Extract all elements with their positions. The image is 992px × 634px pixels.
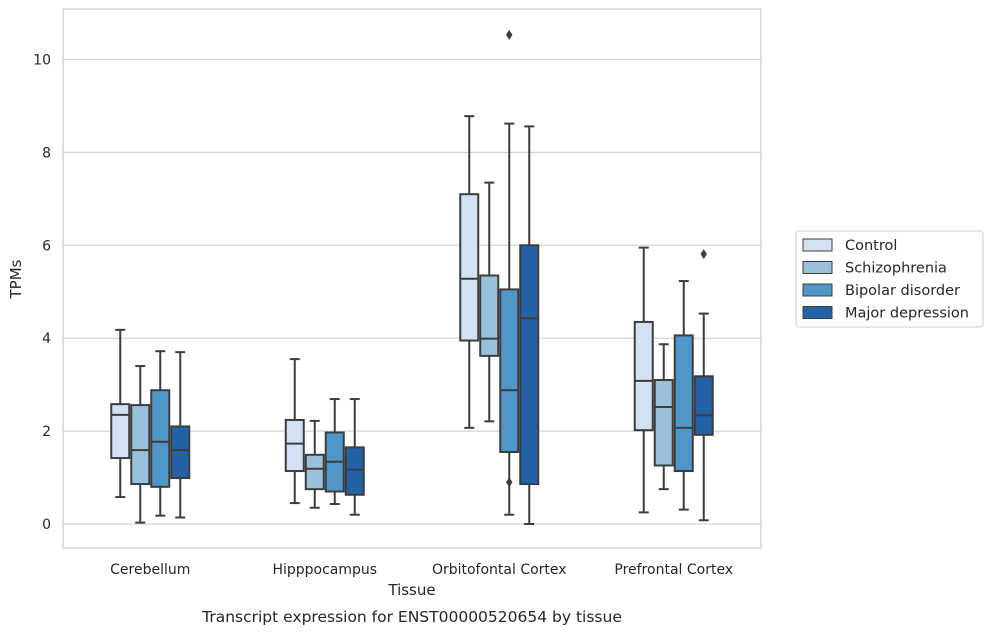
x-axis-title: Tissue (387, 581, 435, 599)
box-control (284, 358, 305, 505)
x-axis-ticks: Cerebellum Hipppocampus Orbitofontal Corte… (110, 562, 733, 578)
box-control (459, 115, 480, 429)
box-major-depression (519, 125, 540, 525)
x-tick-label: Orbitofontal Cortex (432, 562, 567, 578)
plot-frame (62, 8, 762, 549)
box-body (284, 418, 305, 473)
box-schizophrenia (130, 365, 151, 524)
box-major-depression (170, 351, 191, 519)
y-tick-label: 10 (33, 53, 51, 69)
legend-swatch (802, 306, 833, 319)
y-tick-label: 0 (42, 517, 51, 533)
box-body (519, 244, 540, 486)
y-axis-ticks: 0 2 4 6 8 10 (33, 53, 51, 534)
legend-label: Bipolar disorder (845, 283, 960, 299)
box-body (170, 425, 191, 480)
box-body (633, 320, 654, 432)
box-bipolar-disorder (150, 350, 171, 517)
box-major-depression (344, 398, 365, 516)
chart-caption: Transcript expression for ENST0000052065… (201, 608, 622, 626)
x-tick-label: Prefrontal Cortex (614, 562, 733, 578)
box-body (344, 446, 365, 496)
legend-label: Control (845, 238, 897, 254)
y-axis-title: TPMs (7, 259, 25, 299)
box-body (304, 453, 325, 491)
legend-label: Schizophrenia (845, 261, 947, 277)
legend-swatch (802, 261, 833, 274)
x-tick-label: Hipppocampus (272, 562, 377, 578)
legend-label: Major depression (845, 306, 969, 322)
box-body (479, 274, 500, 357)
box-major-depression (693, 249, 714, 522)
box-bipolar-disorder (324, 398, 345, 506)
y-tick-label: 4 (42, 331, 51, 347)
box-schizophrenia (479, 181, 500, 423)
outlier-point (506, 477, 513, 488)
y-tick-label: 2 (42, 424, 51, 440)
legend-frame (795, 230, 984, 328)
box-bipolar-disorder (673, 280, 694, 511)
legend-swatch (802, 238, 833, 252)
x-tick-label: Cerebellum (110, 562, 190, 578)
y-tick-label: 6 (42, 238, 51, 254)
box-body (653, 379, 674, 467)
box-body (673, 334, 694, 473)
box-schizophrenia (304, 419, 325, 509)
legend: Control Schizophrenia Bipolar disorder Majo… (795, 230, 984, 328)
legend-swatch (802, 283, 833, 297)
box-body (693, 375, 714, 436)
box-body (150, 389, 171, 488)
box-schizophrenia (653, 343, 674, 491)
outlier-point (700, 249, 707, 260)
box-body (130, 404, 151, 486)
box-control (633, 246, 654, 514)
box-plot-marks (110, 29, 714, 525)
outlier-point (506, 29, 513, 40)
box-body (110, 403, 131, 460)
box-body (459, 193, 480, 342)
y-tick-label: 8 (42, 145, 51, 161)
box-control (110, 328, 131, 499)
box-body (499, 288, 520, 454)
box-bipolar-disorder (499, 29, 520, 516)
